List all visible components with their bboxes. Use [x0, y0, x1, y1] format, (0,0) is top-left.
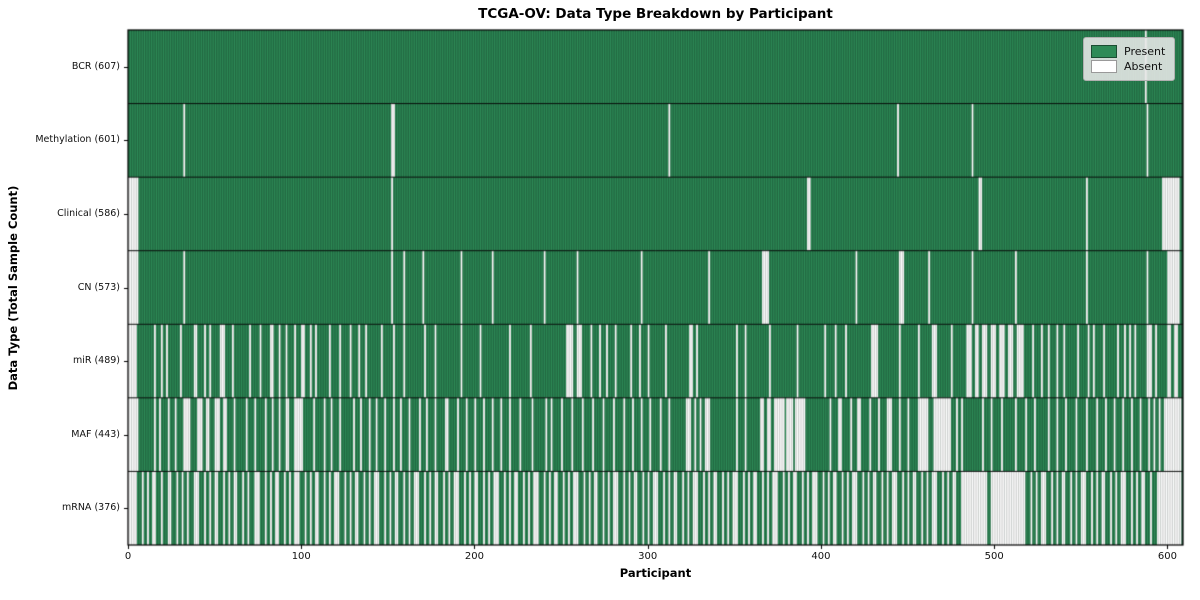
y-tick-label: MAF (443)	[71, 428, 120, 440]
legend-entry-present: Present	[1091, 45, 1166, 58]
legend: Present Absent	[1083, 37, 1175, 81]
x-axis-label: Participant	[619, 566, 692, 580]
chart-title: TCGA-OV: Data Type Breakdown by Particip…	[478, 6, 833, 22]
absent-swatch-icon	[1091, 60, 1117, 73]
x-tick-label: 300	[638, 551, 658, 562]
x-tick-label: 100	[291, 551, 311, 562]
x-tick-label: 600	[1157, 551, 1177, 562]
x-tick-label: 400	[811, 551, 831, 562]
legend-label-absent: Absent	[1124, 60, 1163, 73]
x-tick-label: 0	[124, 551, 132, 562]
y-tick-label: Clinical (586)	[57, 207, 120, 219]
y-tick-label: CN (573)	[77, 281, 120, 293]
y-tick-label: Methylation (601)	[35, 134, 120, 146]
legend-label-present: Present	[1124, 45, 1166, 58]
present-swatch-icon	[1091, 45, 1117, 58]
x-tick-label: 500	[984, 551, 1004, 562]
y-tick-label: mRNA (376)	[61, 502, 120, 514]
y-tick-label: miR (489)	[72, 355, 120, 367]
y-tick-label: BCR (607)	[71, 60, 120, 72]
x-tick-label: 200	[464, 551, 485, 562]
legend-entry-absent: Absent	[1091, 60, 1166, 73]
